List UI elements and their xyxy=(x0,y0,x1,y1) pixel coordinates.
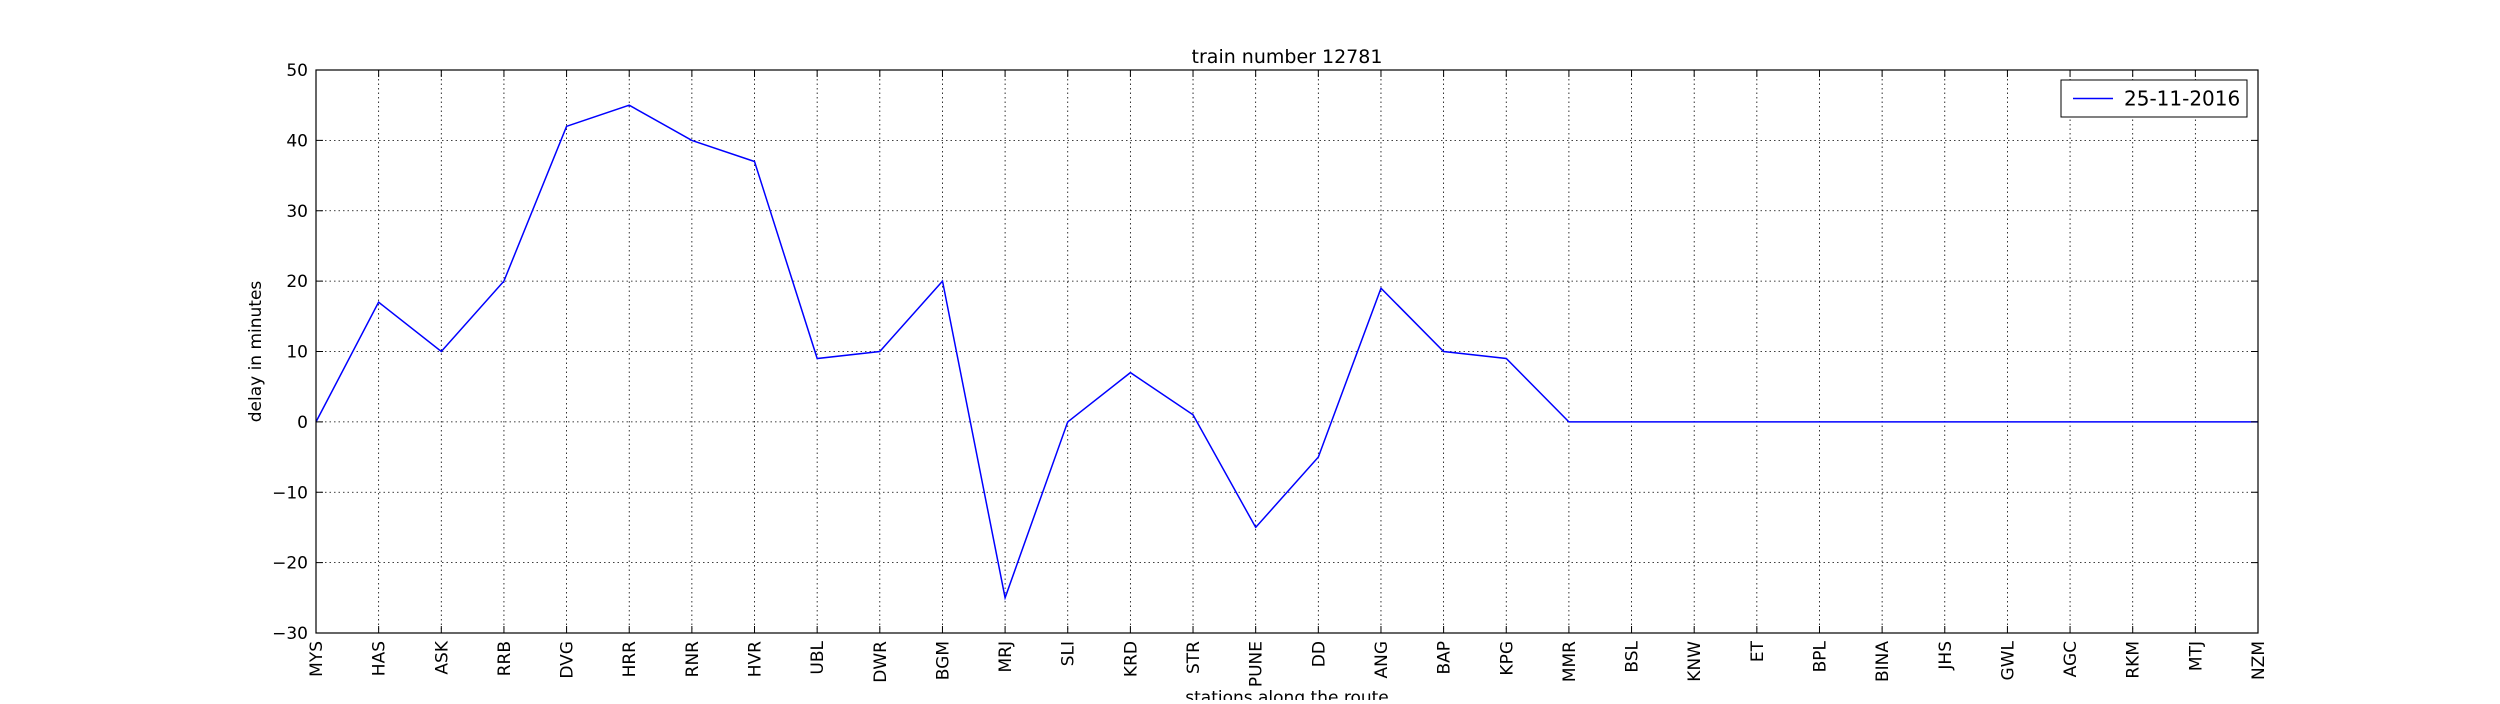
series-line xyxy=(315,104,2258,601)
x-tick-label: RRB xyxy=(495,641,515,676)
y-tick-label: 40 xyxy=(286,131,308,151)
y-tick-label: 10 xyxy=(286,343,308,363)
x-tick-label: AGC xyxy=(2061,641,2081,677)
y-tick-label: 0 xyxy=(297,413,308,433)
x-tick-label: BINA xyxy=(1873,641,1893,682)
x-axis-ticks: MYS HAS ASK RRB DVG HRR RNR HVR UBL DWR BGM MRJ SLI K… xyxy=(307,70,2269,687)
x-tick-label: UBL xyxy=(808,640,828,674)
x-tick-label: KNW xyxy=(1685,641,1705,682)
x-tick-label: DVG xyxy=(558,641,578,679)
x-tick-label: BPL xyxy=(1810,640,1830,672)
x-tick-label: RNR xyxy=(683,641,703,678)
x-tick-label: BGM xyxy=(933,641,953,680)
x-tick-label: PUNE xyxy=(1247,641,1267,687)
x-tick-label: ANG xyxy=(1372,641,1392,679)
x-tick-label: MRJ xyxy=(996,641,1016,673)
x-axis-label: stations along the route xyxy=(1185,688,1389,700)
x-tick-label: DD xyxy=(1309,641,1329,667)
x-tick-label: KPG xyxy=(1497,641,1517,676)
y-tick-label: −30 xyxy=(272,624,308,644)
y-tick-label: −20 xyxy=(272,554,308,574)
x-tick-label: HRR xyxy=(620,641,640,678)
y-axis-label: delay in minutes xyxy=(246,281,266,423)
y-axis-ticks: −30 −20 −10 0 10 20 30 40 50 xyxy=(272,61,2258,644)
x-tick-label: ET xyxy=(1748,640,1768,662)
x-tick-label: KRD xyxy=(1121,641,1141,677)
x-tick-label: NZM xyxy=(2249,641,2269,680)
x-tick-label: DWR xyxy=(871,641,891,683)
x-tick-label: HVR xyxy=(746,641,766,677)
x-tick-label: STR xyxy=(1184,641,1204,674)
x-tick-label: MTJ xyxy=(2186,641,2206,671)
x-tick-label: SLI xyxy=(1059,641,1079,666)
grid-lines xyxy=(315,69,2259,634)
y-tick-label: 30 xyxy=(286,202,308,222)
legend: 25-11-2016 xyxy=(2060,79,2248,118)
x-tick-label: BAP xyxy=(1435,641,1455,675)
y-tick-label: 50 xyxy=(286,61,308,81)
x-tick-label: MMR xyxy=(1560,641,1580,682)
series-layer xyxy=(315,104,2258,601)
plot-frame xyxy=(315,69,2259,634)
x-tick-label: JHS xyxy=(1936,641,1956,671)
x-tick-label: RKM xyxy=(2124,641,2144,679)
chart-title: train number 12781 xyxy=(1192,46,1383,68)
x-tick-label: BSL xyxy=(1623,640,1643,672)
legend-entry-label: 25-11-2016 xyxy=(2124,87,2240,111)
y-tick-label: −10 xyxy=(272,483,308,503)
x-tick-label: GWL xyxy=(1998,640,2018,680)
x-tick-label: ASK xyxy=(432,640,452,674)
x-tick-label: MYS xyxy=(307,641,327,677)
x-tick-label: HAS xyxy=(370,641,390,676)
y-tick-label: 20 xyxy=(286,272,308,292)
